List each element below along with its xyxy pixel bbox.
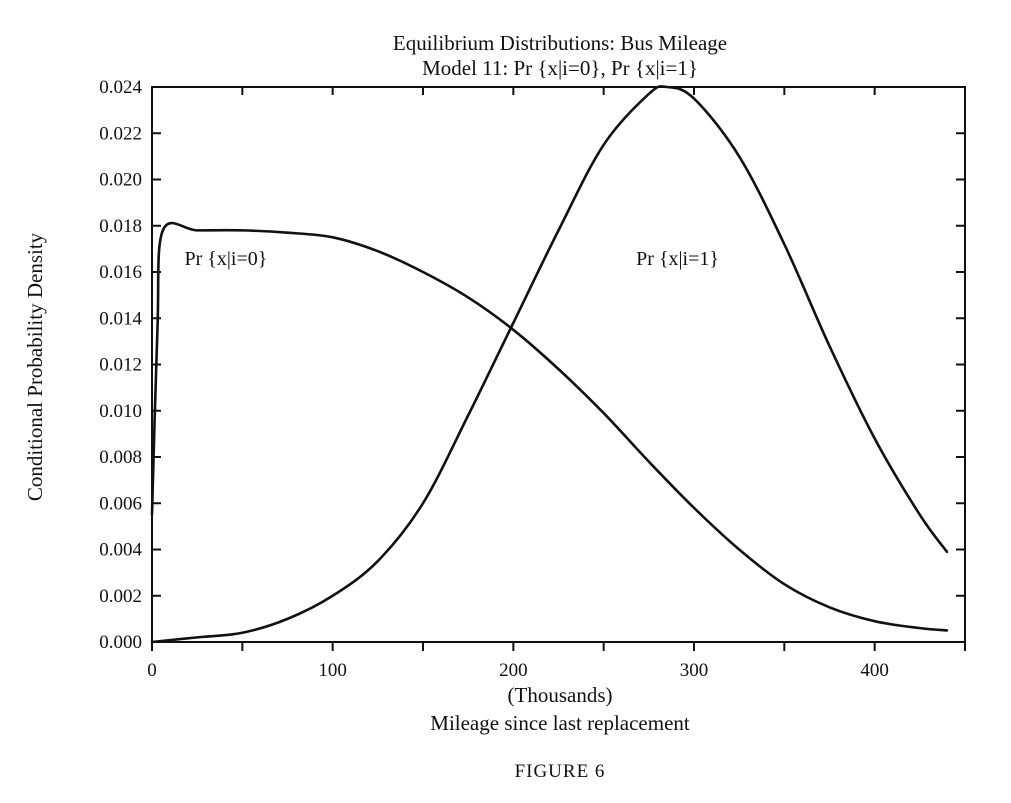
y-tick-label: 0.006 [99,493,142,514]
x-tick-label: 300 [680,660,709,681]
y-tick-label: 0.010 [99,401,142,422]
y-tick-label: 0.020 [99,170,142,191]
y-tick-label: 0.012 [99,355,142,376]
y-axis-label: Conditional Probability Density [23,232,47,501]
x-tick-label: 100 [318,660,347,681]
series-label-1: Pr {x|i=0} [185,248,268,270]
y-axis: 0.000 0.002 0.004 0.006 0.008 0.010 0.012 0.014… [99,77,965,653]
annotation-layer: Pr {x|i=0} Pr {x|i=1} [185,248,719,270]
x-tick-label: 400 [860,660,889,681]
series-layer [150,85,949,644]
series-line-2 [150,85,949,644]
y-tick-label: 0.022 [99,123,142,144]
x-axis: 0 100 200 300 400 [147,87,966,681]
chart-title: Equilibrium Distributions: Bus Mileage [393,31,727,55]
y-tick-label: 0.008 [99,447,142,468]
chart-subtitle: Model 11: Pr {x|i=0}, Pr {x|i=1} [422,56,698,80]
y-tick-label: 0.002 [99,586,142,607]
series-label-2: Pr {x|i=1} [636,248,719,270]
x-axis-units: (Thousands) [508,683,613,707]
y-tick-label: 0.004 [99,540,142,561]
x-tick-label: 200 [499,660,528,681]
plot-frame [151,86,966,643]
y-tick-label: 0.016 [99,262,142,283]
y-tick-label: 0.000 [99,632,142,653]
x-axis-label: Mileage since last replacement [430,711,690,735]
series-line-1 [150,221,949,632]
y-tick-label: 0.014 [99,308,142,329]
y-tick-label: 0.018 [99,216,142,237]
y-tick-label: 0.024 [99,77,142,98]
x-tick-label: 0 [147,660,157,681]
figure-caption: FIGURE 6 [515,761,606,782]
